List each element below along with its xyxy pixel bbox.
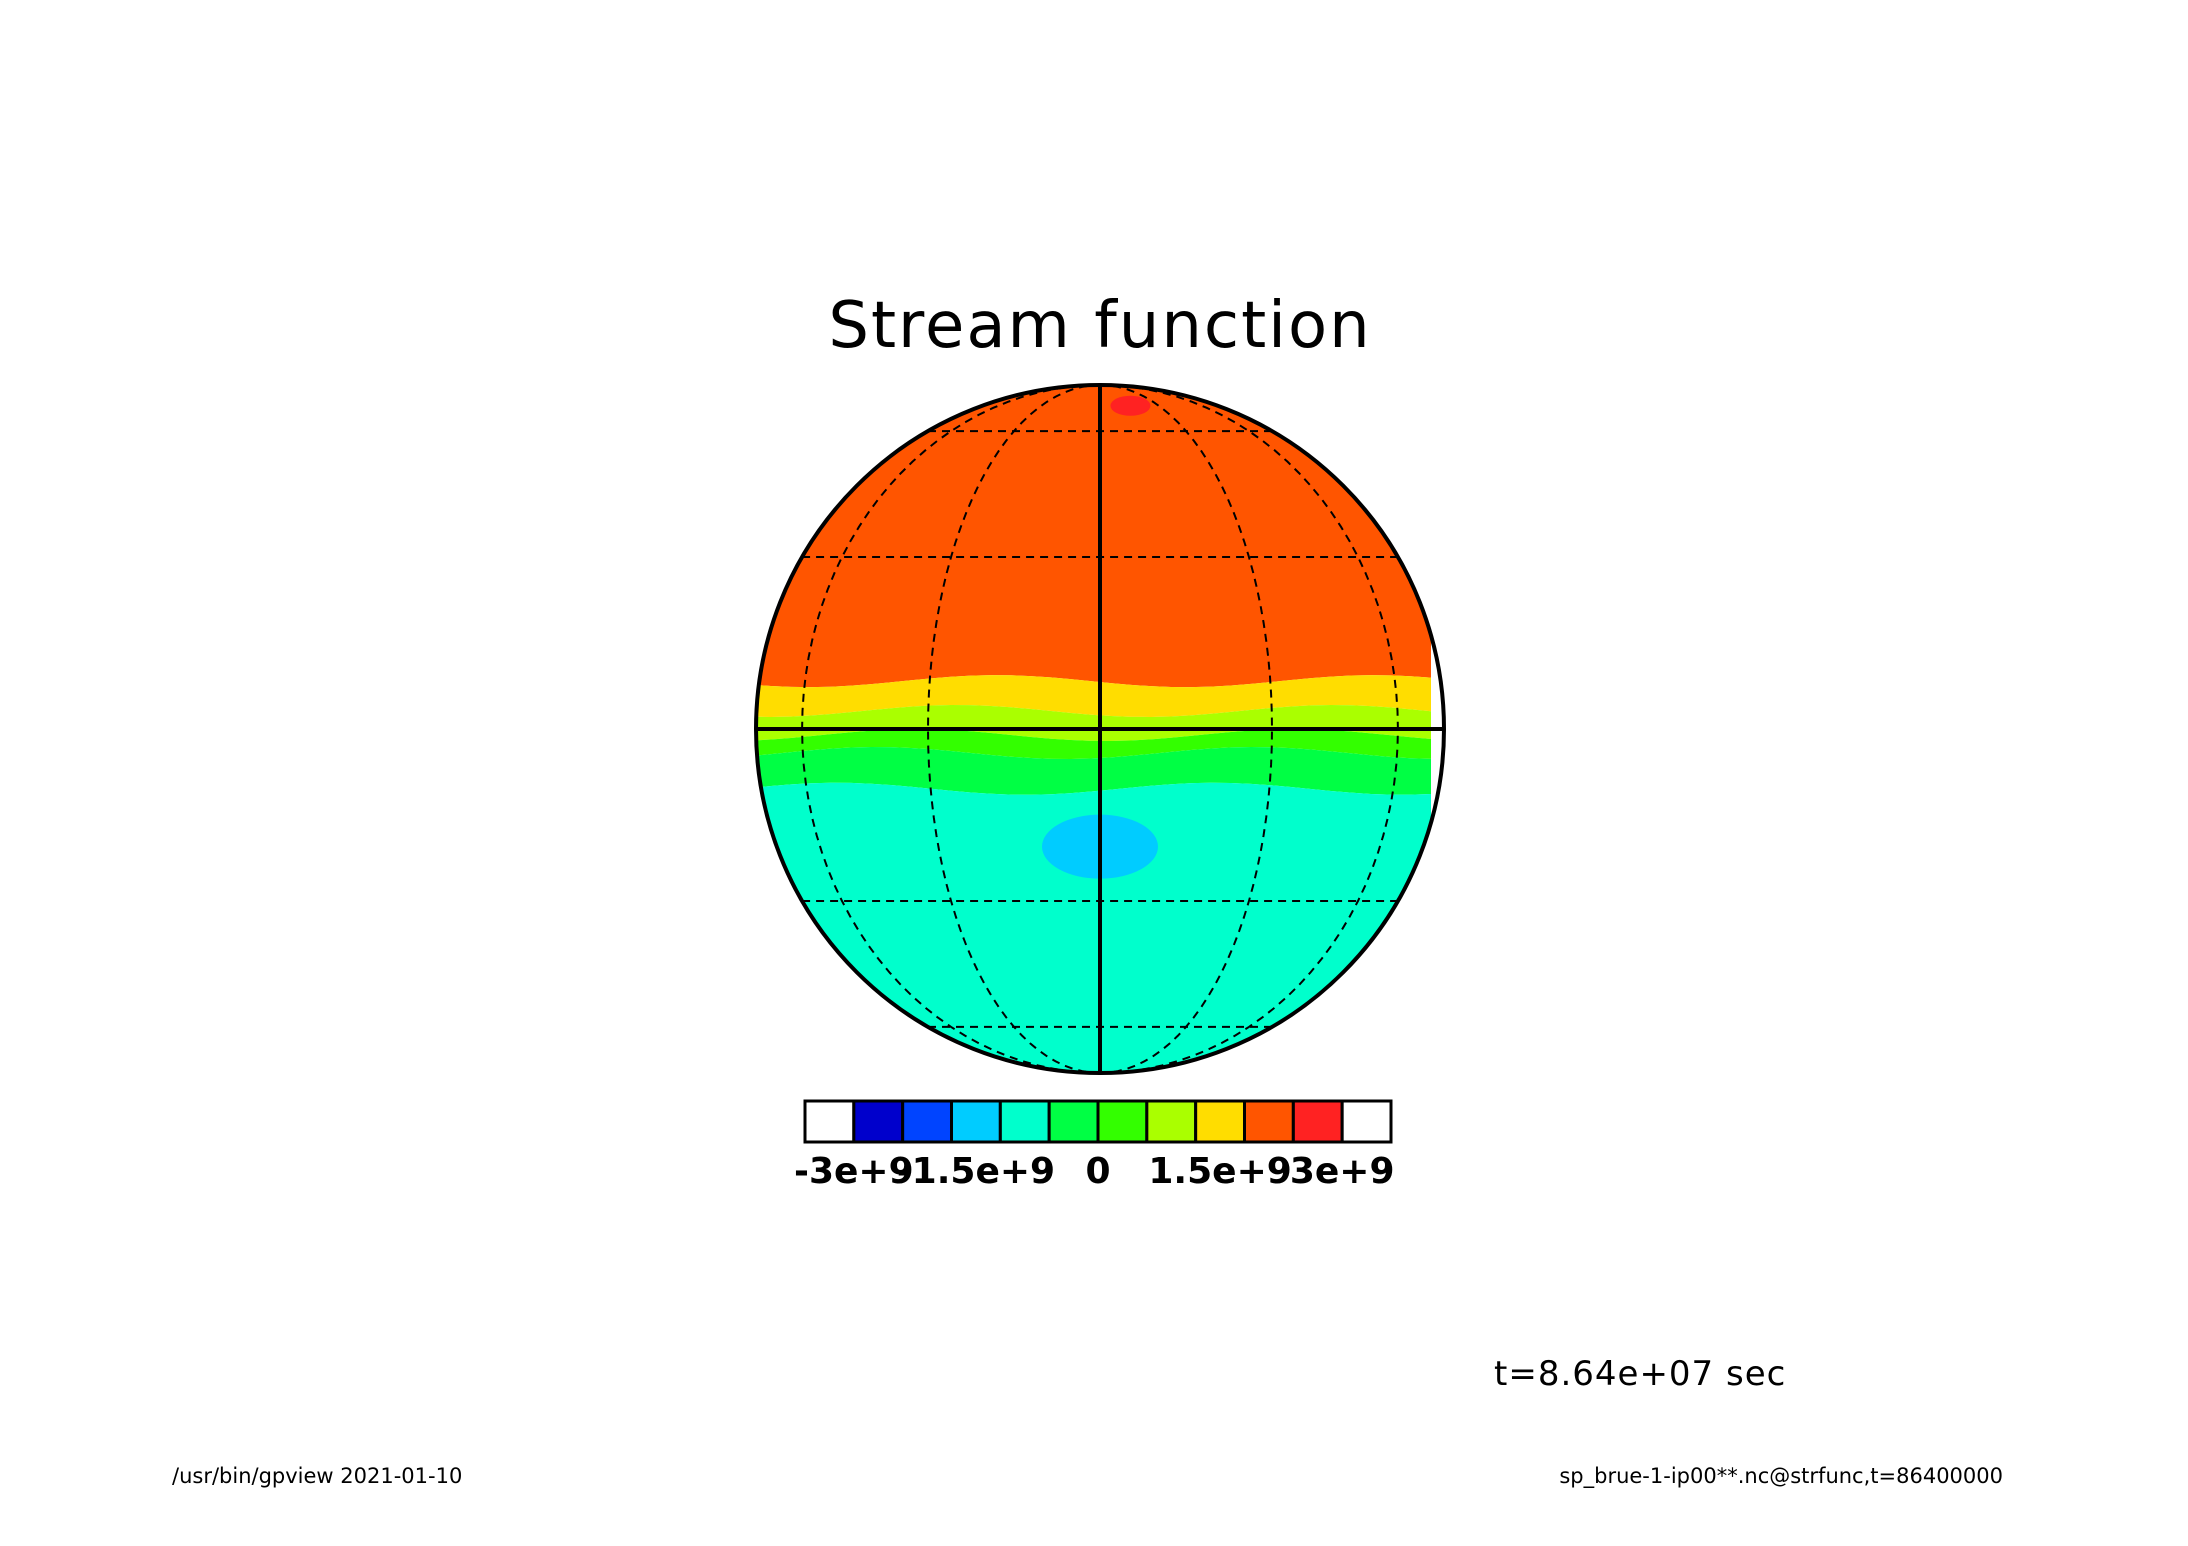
globe-outline (754, 383, 1446, 1075)
chart-title: Stream function (828, 289, 1371, 363)
colorbar-swatch-10 (1291, 1099, 1344, 1144)
colorbar-swatch-6 (1096, 1099, 1149, 1144)
latitude-band-3 (756, 729, 1431, 759)
footer-source-file: sp_brue-1-ip00**.nc@strfunc,t=86400000 (1559, 1464, 2003, 1489)
colorbar-tick-label: 3e+9 (1290, 1151, 1395, 1192)
colorbar-swatch-11 (1340, 1099, 1393, 1144)
colorbar-swatch-2 (901, 1099, 954, 1144)
colorbar-swatch-4 (998, 1099, 1051, 1144)
latitude-band-1 (756, 675, 1431, 717)
latitude-band-5 (756, 782, 1431, 1073)
feature-positive-vortex (1110, 395, 1151, 416)
colorbar-tick-label: 0 (1085, 1151, 1110, 1192)
colorbar-swatch-9 (1243, 1099, 1295, 1144)
time-annotation: t=8.64e+07 sec (1494, 1354, 1786, 1394)
colorbar-swatch-1 (852, 1099, 905, 1144)
colorbar (803, 1099, 1393, 1144)
colorbar-swatch-0 (803, 1099, 856, 1144)
colorbar-swatch-7 (1145, 1099, 1198, 1144)
colorbar-swatch-8 (1194, 1099, 1246, 1144)
latitude-band-4 (756, 747, 1431, 795)
colorbar-swatch-3 (950, 1099, 1002, 1144)
footer-program-date: /usr/bin/gpview 2021-01-10 (172, 1464, 462, 1488)
colorbar-swatch-5 (1047, 1099, 1100, 1144)
globe-map (756, 385, 1431, 1073)
latitude-band-2 (756, 705, 1431, 741)
colorbar-tick-label: 1.5e+9 (1148, 1151, 1291, 1192)
colorbar-tick-label: -3e+9 (794, 1151, 914, 1192)
colorbar-tick-label: -1.5e+9 (897, 1151, 1055, 1192)
